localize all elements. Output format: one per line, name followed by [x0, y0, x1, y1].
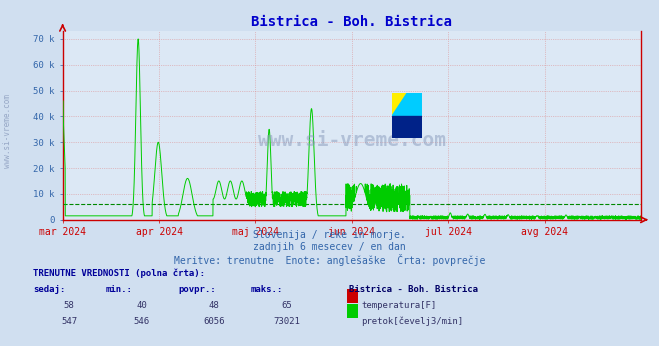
- Text: 65: 65: [281, 301, 292, 310]
- Text: povpr.:: povpr.:: [178, 285, 215, 294]
- Text: temperatura[F]: temperatura[F]: [361, 301, 436, 310]
- Text: Meritve: trenutne  Enote: anglešaške  Črta: povprečje: Meritve: trenutne Enote: anglešaške Črta…: [174, 254, 485, 266]
- Text: www.si-vreme.com: www.si-vreme.com: [3, 94, 13, 169]
- Text: 40: 40: [136, 301, 147, 310]
- Polygon shape: [392, 116, 422, 138]
- Text: maks.:: maks.:: [250, 285, 283, 294]
- Text: Slovenija / reke in morje.: Slovenija / reke in morje.: [253, 230, 406, 240]
- Text: 547: 547: [61, 317, 77, 326]
- Text: www.si-vreme.com: www.si-vreme.com: [258, 131, 446, 150]
- Text: Bistrica - Boh. Bistrica: Bistrica - Boh. Bistrica: [349, 285, 478, 294]
- Text: 73021: 73021: [273, 317, 300, 326]
- Text: TRENUTNE VREDNOSTI (polna črta):: TRENUTNE VREDNOSTI (polna črta):: [33, 268, 205, 277]
- Text: zadnjih 6 mesecev / en dan: zadnjih 6 mesecev / en dan: [253, 242, 406, 252]
- Text: min.:: min.:: [105, 285, 132, 294]
- Text: 6056: 6056: [204, 317, 225, 326]
- Text: 58: 58: [64, 301, 74, 310]
- Text: pretok[čevelj3/min]: pretok[čevelj3/min]: [361, 317, 463, 326]
- Text: 546: 546: [134, 317, 150, 326]
- Polygon shape: [392, 93, 422, 116]
- Text: sedaj:: sedaj:: [33, 285, 65, 294]
- Text: 48: 48: [209, 301, 219, 310]
- Title: Bistrica - Boh. Bistrica: Bistrica - Boh. Bistrica: [251, 15, 453, 29]
- Polygon shape: [392, 93, 407, 116]
